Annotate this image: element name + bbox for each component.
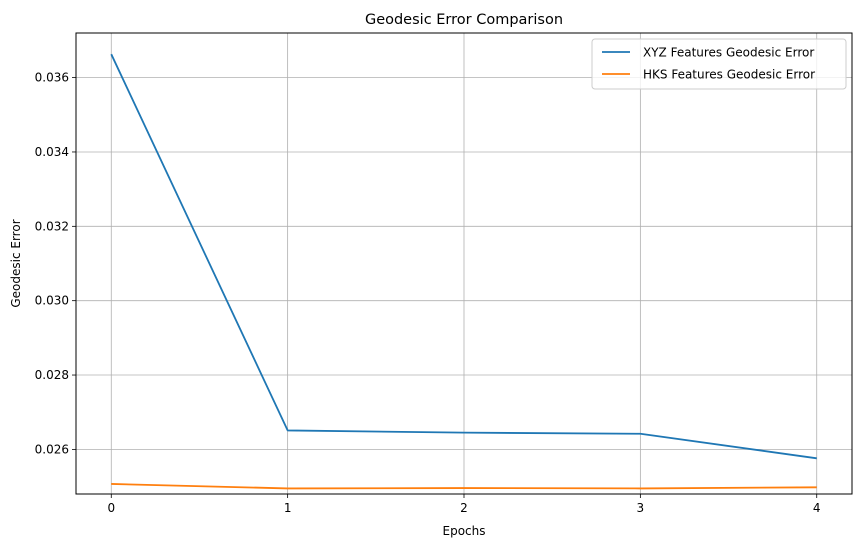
y-tick-label: 0.032 bbox=[35, 219, 69, 233]
series-line-0 bbox=[110, 53, 817, 460]
x-tick-label: 3 bbox=[637, 501, 645, 515]
x-tick-label: 1 bbox=[284, 501, 292, 515]
y-tick-label: 0.036 bbox=[35, 71, 69, 85]
x-tick-label: 2 bbox=[460, 501, 468, 515]
y-tick-label: 0.034 bbox=[35, 145, 69, 159]
x-tick-label: 4 bbox=[813, 501, 821, 515]
y-tick-label: 0.030 bbox=[35, 294, 69, 308]
data-point bbox=[286, 487, 288, 489]
data-point bbox=[110, 483, 112, 485]
data-point bbox=[639, 487, 641, 489]
x-axis-label: Epochs bbox=[443, 524, 486, 538]
series-line-1 bbox=[111, 483, 817, 490]
x-tick-label: 0 bbox=[107, 501, 115, 515]
y-axis-label: Geodesic Error bbox=[9, 219, 23, 307]
ticks: 0 1 2 3 4 0.026 0.028 0.030 0.032 0.034 0.036 bbox=[35, 71, 821, 515]
y-tick-label: 0.028 bbox=[35, 368, 69, 382]
legend: XYZ Features Geodesic Error HKS Features… bbox=[591, 38, 847, 90]
y-tick-label: 0.026 bbox=[35, 442, 69, 456]
legend-box bbox=[591, 38, 847, 90]
series-layer bbox=[110, 53, 818, 490]
data-point bbox=[816, 486, 818, 488]
data-point bbox=[110, 53, 112, 55]
data-point bbox=[463, 487, 465, 489]
data-point bbox=[286, 429, 288, 431]
data-point bbox=[639, 433, 641, 435]
chart-title: Geodesic Error Comparison bbox=[365, 12, 563, 28]
legend-label-hks: HKS Features Geodesic Error bbox=[643, 68, 815, 82]
legend-label-xyz: XYZ Features Geodesic Error bbox=[643, 46, 814, 60]
data-point bbox=[463, 431, 465, 433]
data-point bbox=[816, 457, 818, 459]
